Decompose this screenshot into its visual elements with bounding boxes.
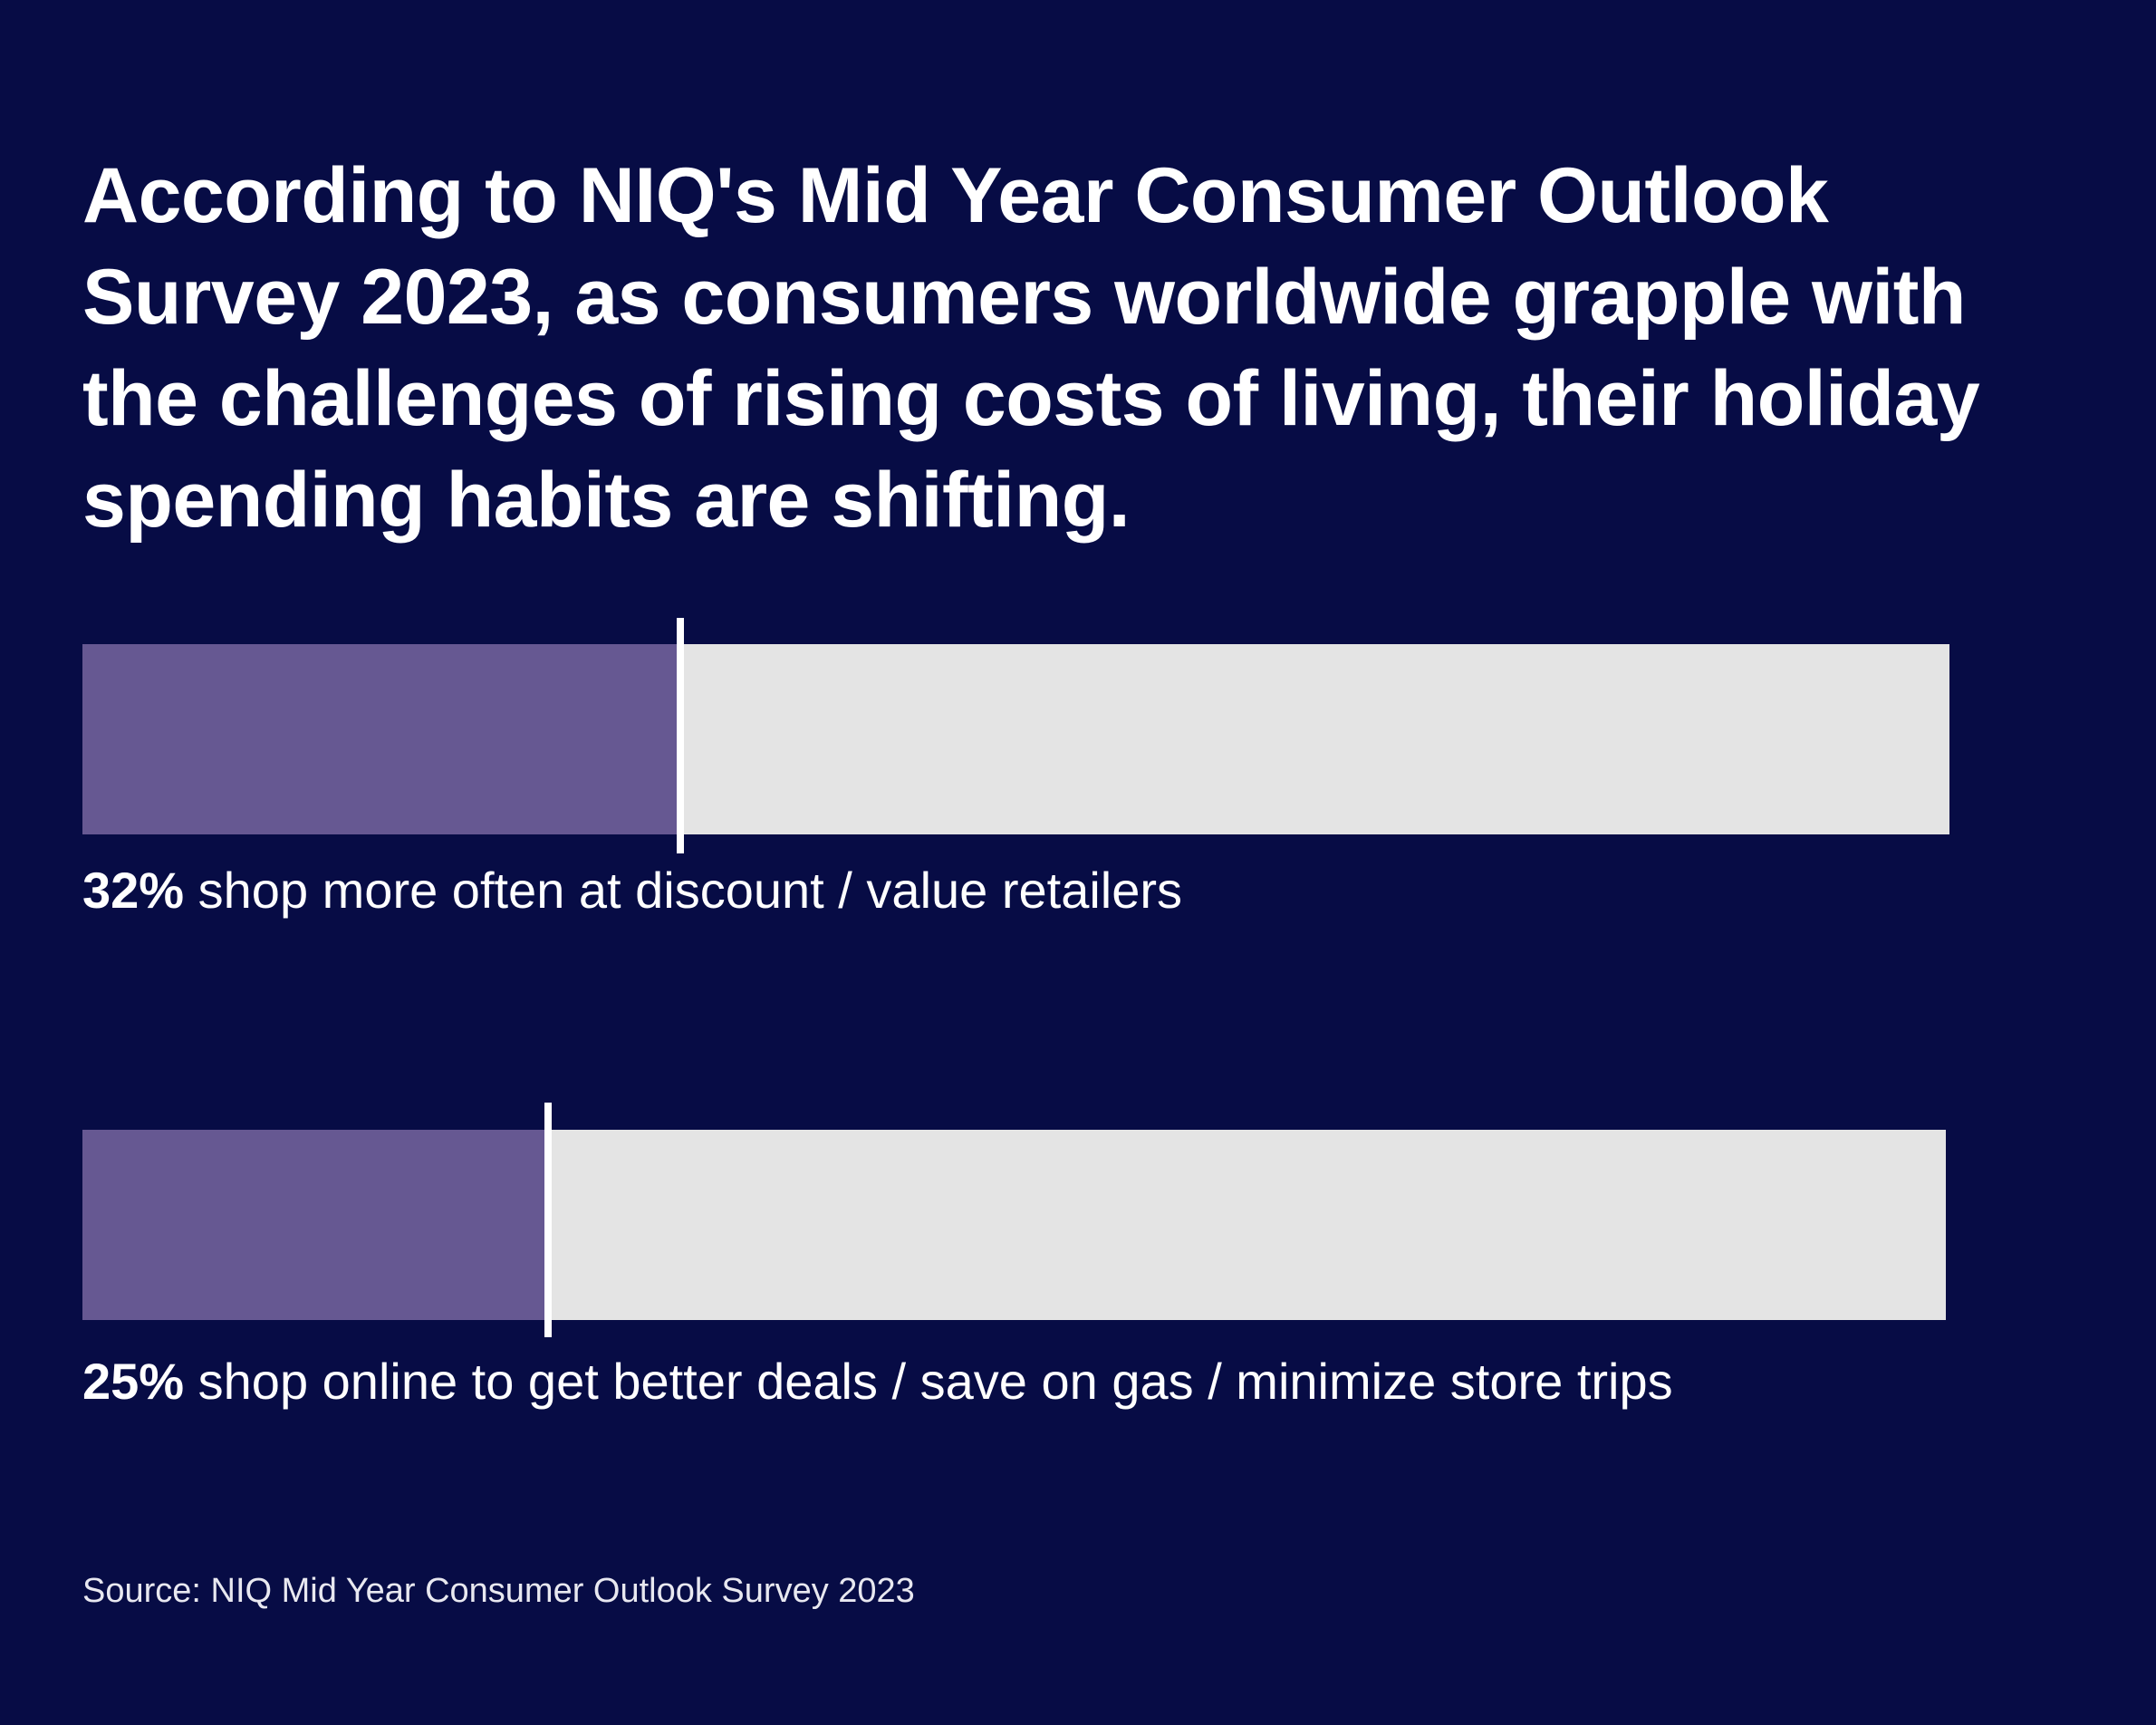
bar-label-1: 32% shop more often at discount / value … (82, 861, 1182, 920)
headline: According to NIQ's Mid Year Consumer Out… (82, 152, 1980, 544)
bar-value-2: 25% (82, 1353, 185, 1410)
bar-label-2: 25% shop online to get better deals / sa… (82, 1352, 1673, 1411)
bar-description-2: shop online to get better deals / save o… (197, 1353, 1673, 1410)
source-note: Source: NIQ Mid Year Consumer Outlook Su… (82, 1572, 915, 1610)
bar-fill-1 (82, 644, 680, 834)
bar-value-1: 32% (82, 862, 185, 919)
bar-marker-1 (676, 618, 684, 853)
bar-track-2 (82, 1130, 1946, 1320)
bar-fill-2 (82, 1130, 549, 1320)
bar-description-1: shop more often at discount / value reta… (197, 862, 1183, 919)
bar-track-1 (82, 644, 1949, 834)
bar-marker-2 (544, 1103, 553, 1337)
